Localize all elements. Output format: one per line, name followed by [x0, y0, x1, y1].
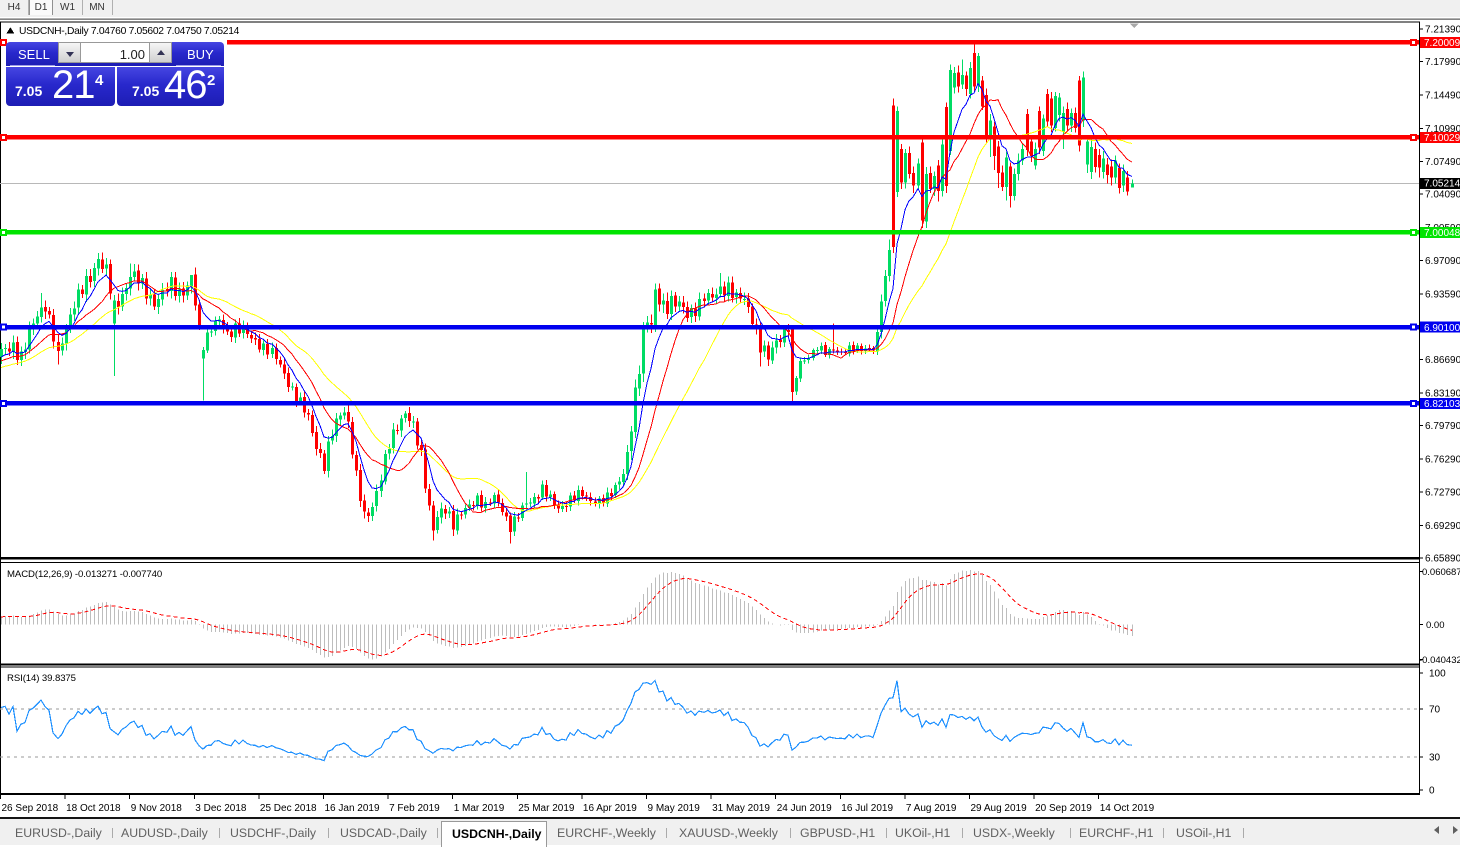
svg-text:30: 30: [1429, 753, 1441, 764]
svg-text:MACD(12,26,9) -0.013271 -0.007: MACD(12,26,9) -0.013271 -0.007740: [7, 569, 162, 580]
svg-text:24 Jun 2019: 24 Jun 2019: [777, 803, 832, 814]
svg-text:16 Apr 2019: 16 Apr 2019: [583, 803, 637, 814]
svg-text:0: 0: [1429, 786, 1435, 797]
svg-text:29 Aug 2019: 29 Aug 2019: [971, 803, 1028, 814]
svg-text:6.72790: 6.72790: [1425, 488, 1460, 499]
svg-text:USDCNH-,Daily 7.04760 7.05602: USDCNH-,Daily 7.04760 7.05602 7.04750 7.…: [19, 26, 240, 37]
svg-text:7.20009: 7.20009: [1424, 38, 1460, 49]
svg-text:26 Sep 2018: 26 Sep 2018: [2, 803, 59, 814]
svg-text:25 Dec 2018: 25 Dec 2018: [260, 803, 317, 814]
svg-text:16 Jan 2019: 16 Jan 2019: [325, 803, 380, 814]
svg-text:9 Nov 2018: 9 Nov 2018: [131, 803, 183, 814]
svg-text:6.82103: 6.82103: [1424, 399, 1460, 410]
svg-text:70: 70: [1429, 705, 1441, 716]
svg-text:0.060687: 0.060687: [1422, 567, 1460, 578]
svg-text:6.97090: 6.97090: [1425, 256, 1460, 267]
svg-text:7.04090: 7.04090: [1425, 190, 1460, 201]
svg-text:0.00: 0.00: [1426, 620, 1445, 631]
svg-text:6.93590: 6.93590: [1425, 290, 1460, 301]
svg-text:14 Oct 2019: 14 Oct 2019: [1100, 803, 1155, 814]
svg-text:7.00048: 7.00048: [1424, 228, 1460, 239]
svg-text:31 May 2019: 31 May 2019: [712, 803, 770, 814]
svg-text:1 Mar 2019: 1 Mar 2019: [454, 803, 505, 814]
svg-text:7 Feb 2019: 7 Feb 2019: [389, 803, 440, 814]
svg-text:7.14490: 7.14490: [1425, 90, 1460, 101]
svg-text:7.21390: 7.21390: [1425, 25, 1460, 36]
svg-text:7.07490: 7.07490: [1425, 157, 1460, 168]
svg-text:6.86690: 6.86690: [1425, 355, 1460, 366]
svg-text:16 Jul 2019: 16 Jul 2019: [841, 803, 893, 814]
svg-text:20 Sep 2019: 20 Sep 2019: [1035, 803, 1092, 814]
svg-text:7.17990: 7.17990: [1425, 57, 1460, 68]
svg-text:6.90100: 6.90100: [1424, 323, 1460, 334]
svg-text:9 May 2019: 9 May 2019: [648, 803, 701, 814]
svg-text:7 Aug 2019: 7 Aug 2019: [906, 803, 957, 814]
svg-text:100: 100: [1429, 669, 1446, 680]
svg-text:6.69290: 6.69290: [1425, 521, 1460, 532]
svg-text:6.65890: 6.65890: [1425, 553, 1460, 564]
svg-text:RSI(14) 39.8375: RSI(14) 39.8375: [7, 673, 76, 684]
svg-text:6.76290: 6.76290: [1425, 454, 1460, 465]
svg-text:6.79790: 6.79790: [1425, 421, 1460, 432]
svg-text:3 Dec 2018: 3 Dec 2018: [195, 803, 247, 814]
svg-text:-0.040432: -0.040432: [1419, 655, 1460, 666]
svg-text:7.10029: 7.10029: [1424, 133, 1460, 144]
svg-text:7.05214: 7.05214: [1424, 179, 1460, 190]
svg-text:25 Mar 2019: 25 Mar 2019: [518, 803, 575, 814]
svg-text:18 Oct 2018: 18 Oct 2018: [66, 803, 121, 814]
